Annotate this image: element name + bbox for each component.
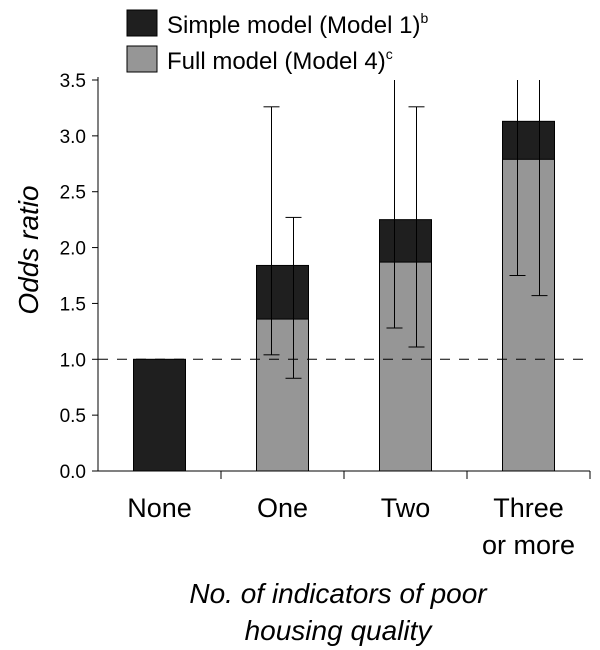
x-category-label: None xyxy=(127,493,192,523)
bar-simple-model xyxy=(133,358,186,472)
y-axis-title: Odds ratio xyxy=(13,185,44,314)
x-category-label: Two xyxy=(381,493,431,523)
y-tick-label: 0.0 xyxy=(60,462,86,483)
y-tick-label: 2.5 xyxy=(60,183,86,204)
x-category-label: or more xyxy=(482,530,575,560)
bar-full-model xyxy=(379,261,432,472)
y-tick-label: 3.5 xyxy=(60,71,86,92)
legend-swatch-full-model xyxy=(126,45,158,73)
x-axis-title-line-2: housing quality xyxy=(245,615,434,646)
y-tick-label: 0.5 xyxy=(60,406,86,427)
x-axis-title-line-1: No. of indicators of poor xyxy=(189,578,488,609)
y-tick-label: 1.5 xyxy=(60,294,86,315)
x-category-label: Three xyxy=(493,493,564,523)
y-tick-label: 1.0 xyxy=(60,350,86,371)
x-category-label: One xyxy=(257,493,308,523)
plot-area: 0.0 0.5 1.0 1.5 2.0 2.5 3.0 3.5 None One Two Three o… xyxy=(60,71,591,560)
y-tick-label: 3.0 xyxy=(60,127,86,148)
legend: Simple model (Model 1)b Full model (Mode… xyxy=(126,9,428,75)
bar-full-model xyxy=(502,158,555,472)
legend-swatch-simple-model xyxy=(126,9,158,37)
legend-label-simple-model: Simple model (Model 1)b xyxy=(167,10,428,39)
legend-label-full-model: Full model (Model 4)c xyxy=(167,46,393,75)
bar-full-model xyxy=(256,318,309,472)
y-tick-label: 2.0 xyxy=(60,239,86,260)
